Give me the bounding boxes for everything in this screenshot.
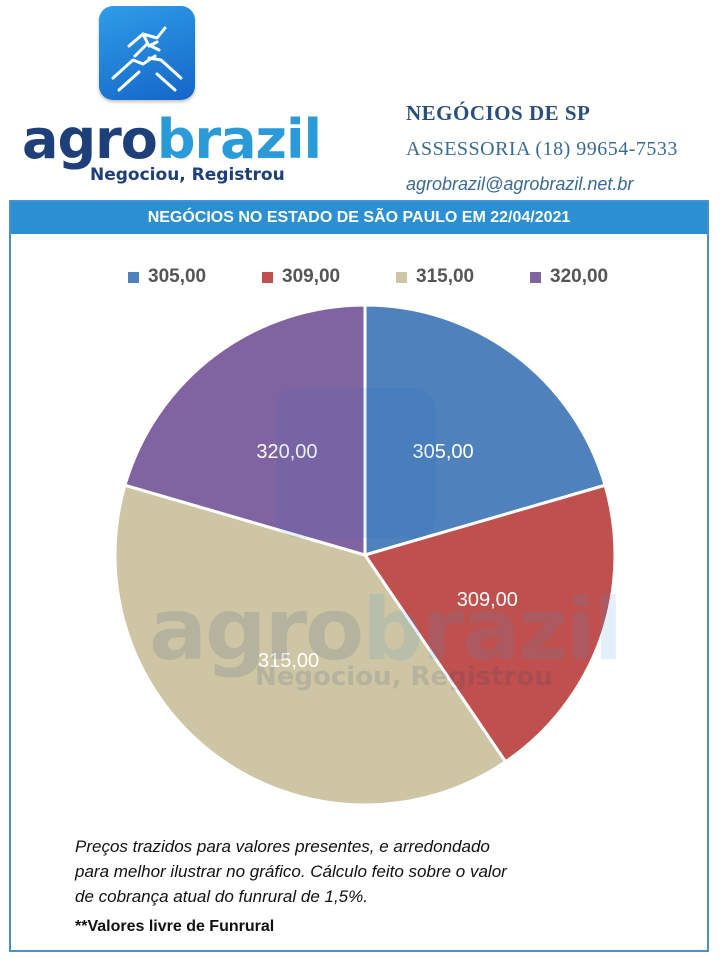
brand-wordmark: agrobrazil (22, 108, 322, 171)
legend-label: 305,00 (148, 266, 207, 287)
company-title: NEGÓCIOS DE SP (406, 101, 591, 125)
footnote-funrural: **Valores livre de Funrural (75, 918, 275, 935)
pie-slice (362, 483, 617, 764)
brand-word-agro: agro (22, 108, 158, 171)
handshake-icon (111, 26, 183, 92)
pie-slice (123, 303, 367, 557)
legend-item: 309,00 (262, 266, 340, 288)
brand-tagline: Negociou, Registrou (90, 165, 285, 185)
pie-data-label: 305,00 (412, 441, 473, 463)
chart-panel: NEGÓCIOS NO ESTADO DE SÃO PAULO EM 22/04… (9, 200, 709, 952)
pie-data-label: 309,00 (457, 589, 518, 611)
legend-swatch (128, 271, 139, 283)
chart-header: NEGÓCIOS NO ESTADO DE SÃO PAULO EM 22/04… (11, 202, 707, 234)
footnote: Preços trazidos para valores presentes, … (75, 834, 675, 909)
chart-legend: 305,00 309,00 315,00 320,00 (11, 266, 707, 290)
pie-slice (113, 483, 508, 807)
legend-label: 309,00 (282, 266, 341, 287)
legend-item: 320,00 (530, 266, 608, 288)
pie-data-label: 320,00 (256, 441, 317, 463)
pie-data-label: 315,00 (258, 650, 319, 672)
footnote-line: Preços trazidos para valores presentes, … (75, 837, 490, 856)
app-logo-icon (99, 6, 195, 100)
pie-chart: 305,00 309,00 315,00 320,00 (113, 303, 617, 807)
company-phone: ASSESSORIA (18) 99654-7533 (406, 138, 678, 160)
legend-label: 315,00 (416, 266, 475, 287)
company-email: agrobrazil@agrobrazil.net.br (406, 174, 634, 194)
footnote-line: para melhor ilustrar no gráfico. Cálculo… (75, 862, 507, 881)
legend-swatch (262, 271, 273, 283)
pie-slice (363, 303, 607, 557)
brand-word-brazil: brazil (156, 108, 322, 171)
legend-label: 320,00 (550, 266, 609, 287)
legend-swatch (530, 271, 541, 283)
footnote-line: de cobrança atual do funrural de 1,5%. (75, 887, 368, 906)
legend-item: 305,00 (128, 266, 206, 288)
legend-swatch (396, 271, 407, 283)
legend-item: 315,00 (396, 266, 474, 288)
